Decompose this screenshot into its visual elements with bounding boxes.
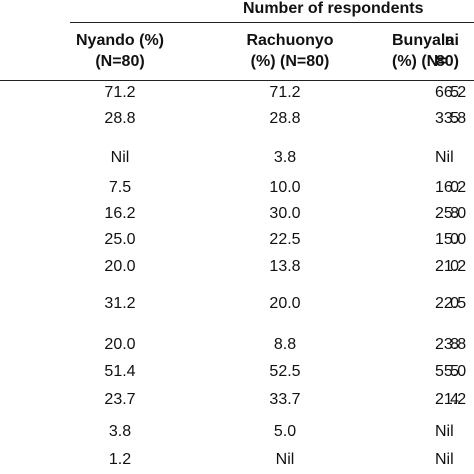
table-cell: 16.2 — [104, 205, 136, 222]
table-cell: 16.2 — [435, 179, 467, 196]
table-cell: 5 — [450, 84, 459, 101]
table-cell: Nil — [435, 149, 454, 166]
table-cell: 10.0 — [269, 179, 301, 196]
table-cell: 21.2 — [435, 391, 467, 408]
table-cell: 28.8 — [269, 110, 301, 127]
table-cell: 52.5 — [269, 363, 301, 380]
table-cell: 0 — [450, 258, 459, 275]
table-cell: 1.2 — [108, 451, 132, 468]
column-header: Nyando (%) — [76, 32, 164, 49]
table-cell: 51.4 — [104, 363, 136, 380]
table-cell: 8.8 — [273, 336, 297, 353]
column-header: (%) (N=80) — [250, 53, 330, 70]
table-cell: 33.8 — [435, 110, 467, 127]
table-cell: 23.8 — [435, 336, 467, 353]
table-cell: 0 — [450, 179, 459, 196]
table-cell: 22.5 — [435, 295, 467, 312]
column-header: ni — [444, 32, 459, 49]
table-cell: 20.0 — [269, 295, 301, 312]
table-cell: 25.0 — [435, 205, 467, 222]
table-cell: 30.0 — [269, 205, 301, 222]
group-header: Number of respondents — [243, 0, 424, 17]
table-cell: 5.0 — [273, 423, 297, 440]
column-header: Bunyala — [392, 32, 455, 49]
table-cell: 0 — [450, 295, 459, 312]
table-cell: 20.0 — [104, 258, 136, 275]
table-cell: 22.5 — [269, 231, 301, 248]
table-cell: 3.8 — [108, 423, 132, 440]
table-cell: Nil — [275, 451, 295, 468]
table-cell: 55.0 — [435, 363, 467, 380]
table-cell: 4 — [450, 391, 459, 408]
table-cell: 7.5 — [108, 179, 132, 196]
table-cell: 31.2 — [104, 295, 136, 312]
table-cell: 0 — [450, 231, 459, 248]
table-cell: 5 — [450, 363, 459, 380]
table-cell: 20.0 — [104, 336, 136, 353]
table-cell: 25.0 — [104, 231, 136, 248]
table-cell: 13.8 — [269, 258, 301, 275]
table-cell: 71.2 — [104, 84, 136, 101]
header-bottom-rule — [0, 80, 474, 81]
column-header: 80) — [435, 53, 459, 70]
table-cell: 33.7 — [269, 391, 301, 408]
column-header: (N=80) — [95, 53, 145, 70]
column-header: (%) (N= — [392, 53, 448, 70]
table-cell: 21.2 — [435, 258, 467, 275]
table-cell: Nil — [110, 149, 130, 166]
table-cell: 8 — [450, 205, 459, 222]
header-rule — [70, 22, 474, 23]
table-cell: 3.8 — [273, 149, 297, 166]
table-cell: 8 — [450, 336, 459, 353]
table-cell: Nil — [435, 451, 454, 468]
table-cell: 28.8 — [104, 110, 136, 127]
table-cell: 5 — [450, 110, 459, 127]
column-header: Rachuonyo — [246, 32, 334, 49]
table-cell: 15.0 — [435, 231, 467, 248]
table-cell: 23.7 — [104, 391, 136, 408]
table-cell: Nil — [435, 423, 454, 440]
table-cell: 71.2 — [269, 84, 301, 101]
table-cell: 66.2 — [435, 84, 467, 101]
